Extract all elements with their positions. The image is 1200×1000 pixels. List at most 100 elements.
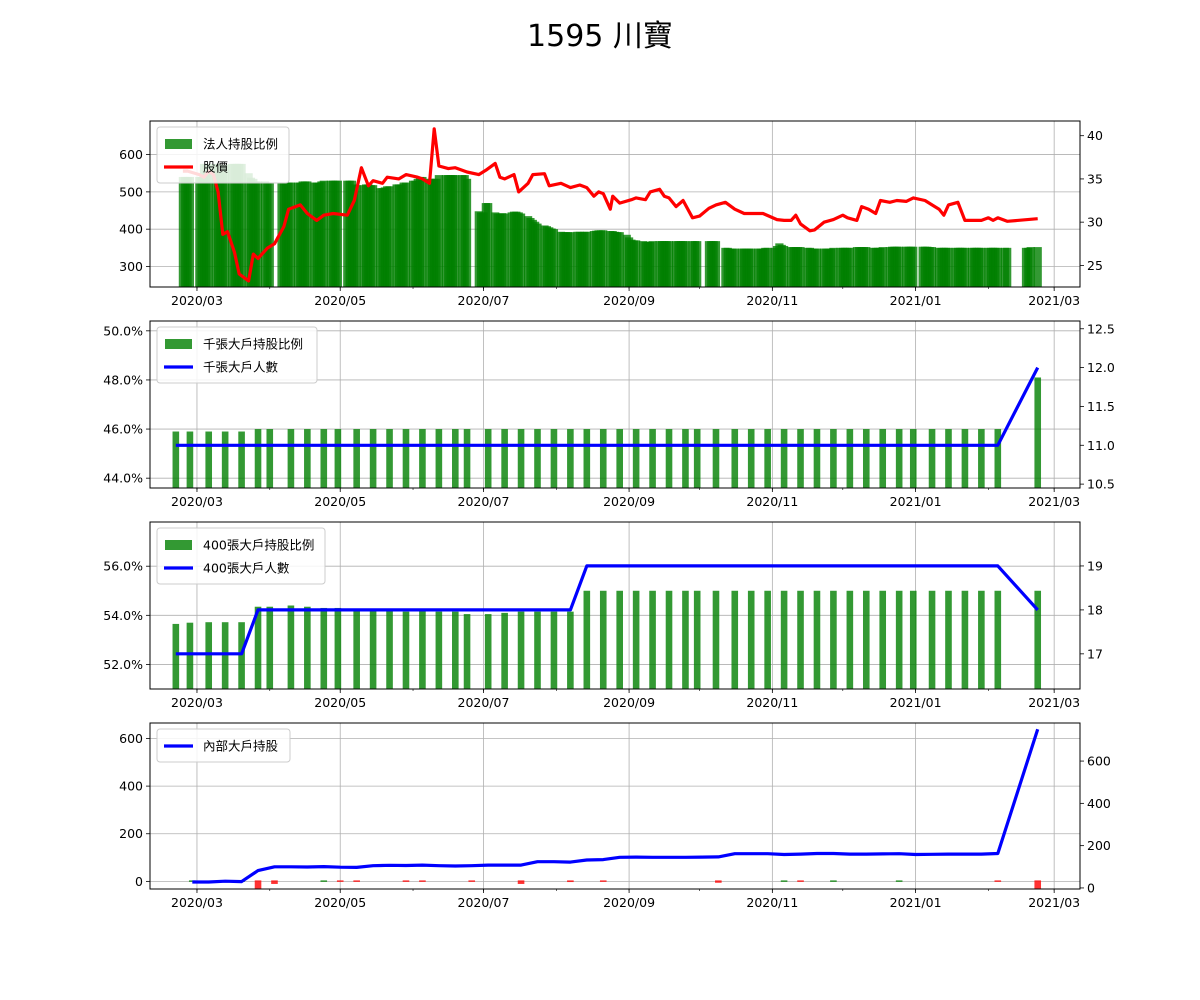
bar bbox=[909, 429, 917, 488]
y-left-tick-label: 600 bbox=[119, 147, 143, 162]
bar bbox=[549, 229, 559, 287]
bar bbox=[402, 880, 410, 882]
bar bbox=[681, 241, 690, 287]
bar bbox=[172, 623, 180, 689]
bar bbox=[221, 431, 229, 488]
bar bbox=[516, 213, 526, 287]
bar bbox=[271, 880, 278, 884]
x-tick-label: 2021/01 bbox=[890, 895, 942, 910]
bar bbox=[435, 611, 443, 689]
bar bbox=[484, 429, 492, 488]
bar bbox=[730, 248, 739, 287]
bar bbox=[369, 429, 377, 488]
bar-series bbox=[178, 163, 1042, 287]
bar bbox=[1034, 880, 1042, 889]
bar bbox=[172, 431, 180, 488]
bar bbox=[434, 175, 443, 287]
bar bbox=[369, 610, 377, 689]
bar bbox=[517, 429, 525, 488]
bar bbox=[550, 611, 558, 689]
bar bbox=[517, 880, 525, 884]
bar bbox=[238, 431, 245, 488]
bar bbox=[780, 880, 788, 882]
axes-frame bbox=[149, 521, 1081, 690]
bar bbox=[266, 606, 274, 689]
bar bbox=[960, 247, 970, 287]
x-tick-label: 2021/03 bbox=[1028, 494, 1080, 509]
bar bbox=[221, 164, 230, 287]
bar bbox=[632, 429, 640, 488]
bar bbox=[333, 180, 342, 287]
legend-label: 千張大戶人數 bbox=[203, 360, 279, 375]
bar bbox=[664, 241, 674, 287]
bar bbox=[797, 590, 804, 689]
bar bbox=[928, 590, 936, 689]
y-left-tick-label: 48.0% bbox=[103, 372, 143, 387]
bar bbox=[567, 611, 574, 689]
bar bbox=[764, 590, 771, 689]
bar bbox=[909, 246, 918, 287]
bar bbox=[534, 429, 541, 488]
bar bbox=[978, 429, 985, 488]
bar bbox=[862, 247, 871, 287]
bar bbox=[977, 247, 986, 287]
y-right-tick-label: 600 bbox=[1087, 754, 1111, 769]
x-tick-label: 2020/11 bbox=[746, 494, 798, 509]
bar bbox=[599, 230, 608, 287]
y-right-tick-label: 12.5 bbox=[1087, 321, 1115, 336]
legend-label: 400張大戶持股比例 bbox=[203, 538, 314, 553]
bar bbox=[221, 622, 229, 689]
y-right-tick-label: 18 bbox=[1087, 602, 1103, 617]
axes-frame bbox=[149, 722, 1081, 890]
bar bbox=[632, 240, 641, 287]
bar bbox=[418, 176, 427, 287]
bar bbox=[961, 590, 969, 689]
bar bbox=[648, 241, 657, 287]
x-tick-label: 2020/11 bbox=[746, 895, 798, 910]
x-tick-label: 2020/03 bbox=[171, 494, 223, 509]
bar bbox=[254, 880, 262, 889]
y-right-tick-label: 200 bbox=[1087, 838, 1111, 853]
bar bbox=[895, 429, 903, 488]
bar bbox=[780, 590, 788, 689]
bar bbox=[501, 612, 508, 689]
x-tick-label: 2021/01 bbox=[890, 695, 942, 710]
y-right-tick-label: 19 bbox=[1087, 558, 1103, 573]
bar bbox=[517, 611, 525, 689]
bar bbox=[254, 606, 262, 689]
bar bbox=[693, 429, 701, 488]
legend-swatch bbox=[165, 339, 192, 349]
bar bbox=[944, 247, 953, 287]
bar bbox=[1026, 247, 1035, 287]
x-tick-label: 2021/01 bbox=[890, 494, 942, 509]
bar bbox=[334, 607, 342, 689]
bar bbox=[468, 880, 476, 882]
bar bbox=[665, 429, 673, 488]
bar bbox=[567, 880, 574, 883]
x-tick-label: 2020/11 bbox=[746, 695, 798, 710]
bar bbox=[895, 246, 904, 287]
y-right-tick-label: 0 bbox=[1087, 880, 1095, 895]
x-tick-label: 2020/09 bbox=[603, 895, 655, 910]
bar bbox=[265, 182, 274, 287]
bar bbox=[599, 429, 607, 488]
x-tick-label: 2021/03 bbox=[1028, 293, 1080, 308]
bar bbox=[463, 614, 471, 689]
bar bbox=[830, 590, 837, 689]
bar bbox=[779, 245, 789, 287]
line-series bbox=[182, 127, 1038, 283]
bar bbox=[682, 429, 689, 488]
bar bbox=[501, 429, 508, 488]
y-right-tick-label: 400 bbox=[1087, 796, 1111, 811]
bar bbox=[303, 181, 312, 287]
y-left-tick-label: 600 bbox=[119, 731, 143, 746]
bar bbox=[1034, 590, 1042, 689]
bar bbox=[711, 241, 721, 287]
bar bbox=[185, 176, 195, 287]
bar bbox=[304, 606, 311, 689]
bar bbox=[812, 248, 822, 287]
bar bbox=[665, 590, 673, 689]
bar bbox=[385, 186, 394, 287]
bar bbox=[419, 880, 426, 882]
